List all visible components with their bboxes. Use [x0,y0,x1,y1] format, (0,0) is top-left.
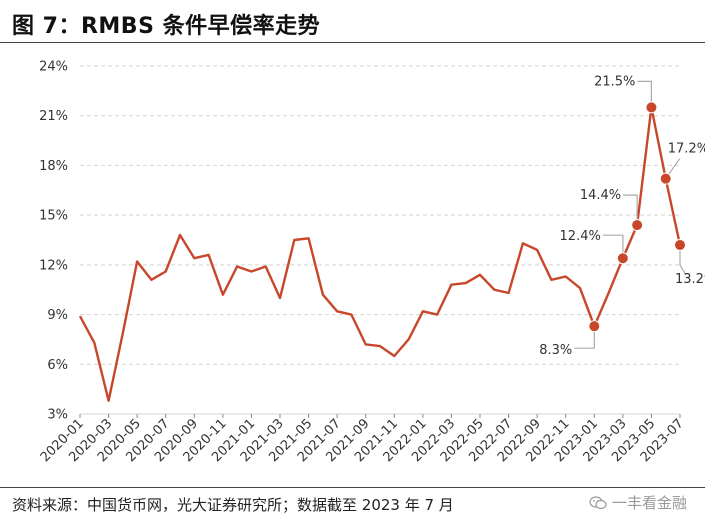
data-point-marker [674,238,686,251]
data-label: 12.4% [560,229,601,244]
y-tick-label: 24% [39,60,68,75]
line-chart: 3% 6% 9% 12% 15% 18% 21% 24% 2020-012020-032020… [38,60,705,466]
watermark: 一丰看金融 [589,492,687,513]
y-tick-label: 18% [39,159,68,174]
annotation-leader [623,194,638,226]
title-divider [0,42,705,43]
y-axis-ticks: 3% 6% 9% 12% 15% 18% 21% 24% [39,60,68,423]
y-tick-label: 3% [47,408,68,423]
y-tick-label: 12% [39,258,68,273]
source-note: 资料来源：中国货币网，光大证券研究所；数据截至 2023 年 7 月 [12,496,454,514]
source-divider [0,487,705,488]
data-point-marker [616,252,629,265]
data-label: 13.2% [675,272,705,287]
data-point-marker [588,320,601,333]
data-point-marker [631,219,644,232]
data-point-marker [645,101,658,114]
annotation-leader [637,80,652,108]
annotation-leader [679,245,687,276]
data-label: 8.3% [539,343,572,358]
annotations: 8.3% 12.4% 14.4% 21.5% 17.2% 13.2% [539,74,705,358]
wechat-icon [589,495,607,509]
x-axis-ticks: 2020-012020-032020-052020-072020-092020-… [38,414,687,465]
data-label: 14.4% [580,188,621,203]
data-label: 17.2% [668,142,705,157]
y-tick-label: 21% [39,109,68,124]
y-tick-label: 6% [47,358,68,373]
y-tick-label: 15% [39,209,68,224]
grid-lines [80,65,680,415]
annotation-leader [574,326,595,349]
series-layer [78,106,682,402]
data-point-marker [659,172,672,185]
watermark-text: 一丰看金融 [611,494,687,512]
data-label: 21.5% [594,74,635,89]
series-line [78,106,682,402]
annotation-leader [602,234,624,259]
figure-title: 图 7：RMBS 条件早偿率走势 [12,14,321,39]
y-tick-label: 9% [47,308,68,323]
